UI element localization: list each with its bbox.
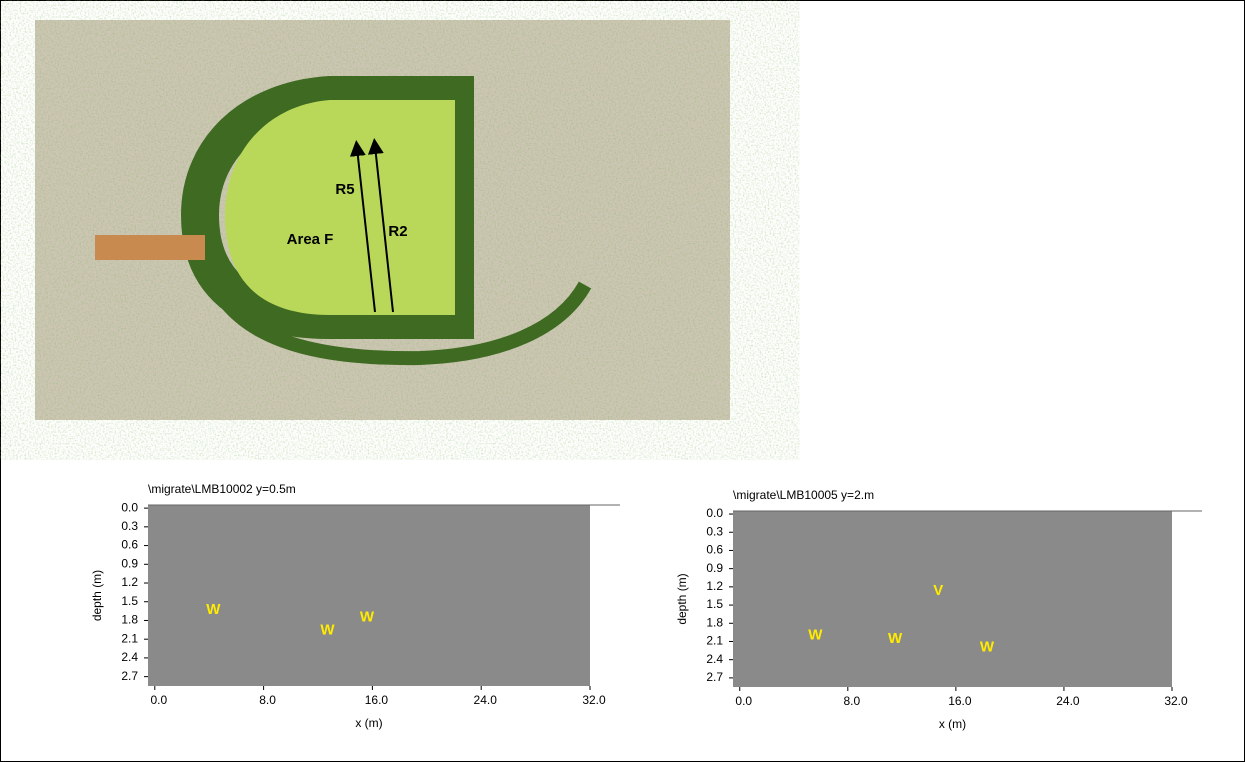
y-tick-label: 0.6: [121, 538, 138, 552]
annotation: V: [933, 582, 943, 599]
x-axis-label: x (m): [939, 717, 966, 731]
map-label: R2: [388, 223, 407, 240]
y-tick-label: 0.9: [706, 561, 723, 575]
figure: R5 R2 Area F \migrate\LMB10002 y=0.5m 0.0 0.3…: [0, 0, 1245, 762]
y-tick-label: 2.1: [121, 631, 138, 645]
map-label: R5: [335, 181, 354, 198]
y-tick-label: 2.7: [121, 669, 138, 683]
x-axis-label: x (m): [355, 716, 382, 730]
y-axis-label: depth (m): [675, 573, 689, 624]
x-tick-label: 0.0: [150, 693, 167, 707]
x-tick-label: 8.0: [259, 693, 276, 707]
y-tick-label: 2.1: [706, 634, 723, 648]
y-tick-label: 0.6: [706, 543, 723, 557]
y-tick-label: 0.3: [121, 519, 138, 533]
x-tick-label: 0.0: [735, 694, 752, 708]
map-label: Area F: [287, 231, 334, 248]
radargram-texture: [148, 505, 590, 686]
x-tick-label: 8.0: [843, 694, 860, 708]
annotation: W: [360, 608, 375, 625]
x-tick-label: 32.0: [1164, 694, 1188, 708]
annotation: W: [980, 639, 995, 656]
y-tick-label: 1.5: [706, 597, 723, 611]
annotation: W: [808, 626, 823, 643]
annotation: W: [206, 601, 221, 618]
x-tick-label: 16.0: [948, 694, 972, 708]
y-tick-label: 0.0: [121, 500, 138, 514]
y-tick-label: 0.3: [706, 524, 723, 538]
radargram-texture: [733, 511, 1172, 687]
y-tick-label: 1.2: [121, 575, 138, 589]
y-tick-label: 1.8: [121, 613, 138, 627]
y-tick-label: 2.7: [706, 670, 723, 684]
panel-title: \migrate\LMB10005 y=2.m: [733, 488, 874, 502]
panel-title: \migrate\LMB10002 y=0.5m: [148, 482, 296, 496]
x-tick-label: 24.0: [1056, 694, 1080, 708]
map-image: [35, 20, 730, 420]
y-tick-label: 1.2: [706, 579, 723, 593]
x-tick-label: 32.0: [582, 693, 606, 707]
y-tick-label: 2.4: [706, 652, 723, 666]
x-tick-label: 16.0: [365, 693, 389, 707]
annotation: W: [320, 621, 335, 638]
y-axis-label: depth (m): [90, 570, 104, 621]
annotation: W: [888, 630, 903, 647]
y-tick-label: 0.0: [706, 506, 723, 520]
y-tick-label: 2.4: [121, 650, 138, 664]
y-tick-label: 0.9: [121, 556, 138, 570]
y-tick-label: 1.8: [706, 615, 723, 629]
y-tick-label: 1.5: [121, 594, 138, 608]
x-tick-label: 24.0: [474, 693, 498, 707]
